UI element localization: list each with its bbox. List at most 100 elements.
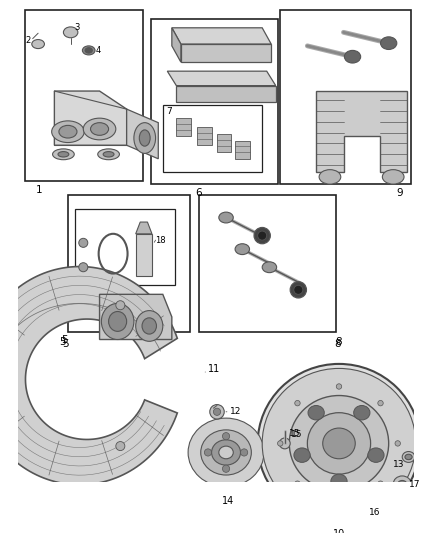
Ellipse shape	[64, 27, 78, 38]
Text: 8: 8	[334, 338, 341, 349]
Text: 4: 4	[96, 46, 101, 55]
Ellipse shape	[53, 149, 74, 160]
Text: 8: 8	[335, 337, 342, 347]
Text: 18: 18	[155, 236, 166, 245]
Polygon shape	[0, 266, 177, 484]
Ellipse shape	[307, 413, 371, 474]
Polygon shape	[172, 28, 181, 62]
Text: 1: 1	[36, 185, 43, 195]
Ellipse shape	[85, 47, 92, 53]
Polygon shape	[217, 134, 231, 152]
Text: 5: 5	[62, 338, 69, 349]
Ellipse shape	[262, 368, 416, 519]
Circle shape	[210, 405, 224, 419]
Circle shape	[79, 263, 88, 272]
Text: 14: 14	[222, 496, 234, 506]
Ellipse shape	[139, 130, 150, 146]
Bar	[151, 19, 278, 184]
Ellipse shape	[398, 480, 407, 488]
Ellipse shape	[262, 262, 277, 273]
Polygon shape	[172, 28, 271, 44]
Text: 12: 12	[230, 407, 241, 416]
Polygon shape	[136, 234, 152, 276]
Ellipse shape	[354, 406, 370, 420]
Ellipse shape	[52, 121, 84, 142]
Polygon shape	[136, 222, 152, 234]
Circle shape	[258, 231, 267, 240]
Text: 2: 2	[26, 36, 31, 45]
Ellipse shape	[59, 125, 77, 138]
Circle shape	[116, 441, 125, 450]
Circle shape	[336, 384, 342, 389]
Circle shape	[395, 441, 400, 446]
Ellipse shape	[381, 37, 397, 50]
Ellipse shape	[91, 123, 109, 135]
Ellipse shape	[402, 451, 415, 463]
Ellipse shape	[98, 149, 120, 160]
Bar	[163, 104, 262, 172]
Circle shape	[205, 449, 212, 456]
Ellipse shape	[83, 118, 116, 140]
Ellipse shape	[109, 311, 127, 332]
Ellipse shape	[308, 406, 324, 420]
Circle shape	[240, 449, 248, 456]
Ellipse shape	[212, 440, 240, 465]
Circle shape	[223, 433, 230, 440]
Text: 5: 5	[61, 335, 68, 345]
Text: 13: 13	[393, 459, 405, 469]
Text: 9: 9	[396, 188, 403, 198]
Circle shape	[290, 281, 307, 298]
Ellipse shape	[142, 318, 156, 334]
Ellipse shape	[219, 212, 233, 223]
Ellipse shape	[201, 430, 251, 475]
Ellipse shape	[235, 244, 250, 255]
Ellipse shape	[344, 51, 360, 63]
Ellipse shape	[289, 395, 389, 491]
Ellipse shape	[405, 454, 412, 459]
Bar	[25, 10, 143, 181]
Circle shape	[116, 301, 125, 310]
Ellipse shape	[331, 474, 347, 489]
Polygon shape	[54, 91, 127, 146]
Circle shape	[378, 481, 383, 487]
Circle shape	[278, 441, 283, 446]
Circle shape	[378, 400, 383, 406]
Text: 15: 15	[289, 429, 301, 438]
Circle shape	[79, 238, 88, 247]
Polygon shape	[167, 71, 276, 86]
Ellipse shape	[219, 446, 233, 459]
Ellipse shape	[368, 448, 384, 462]
Polygon shape	[235, 141, 250, 159]
Circle shape	[254, 228, 270, 244]
Polygon shape	[181, 44, 271, 62]
Bar	[199, 195, 336, 332]
Text: 3: 3	[74, 23, 80, 33]
Circle shape	[336, 498, 342, 503]
Bar	[75, 208, 175, 285]
Ellipse shape	[393, 476, 411, 492]
Bar	[280, 10, 411, 184]
Circle shape	[371, 491, 380, 500]
Polygon shape	[177, 118, 191, 136]
Text: 7: 7	[166, 107, 172, 116]
Ellipse shape	[294, 448, 310, 462]
Circle shape	[294, 285, 303, 294]
Text: 16: 16	[369, 508, 381, 518]
Ellipse shape	[136, 311, 163, 341]
Text: 5: 5	[60, 337, 66, 347]
Polygon shape	[367, 487, 383, 505]
Ellipse shape	[134, 123, 155, 154]
Polygon shape	[99, 294, 172, 340]
Text: 6: 6	[196, 188, 202, 198]
Text: 15: 15	[291, 430, 303, 439]
Bar	[68, 195, 190, 332]
Polygon shape	[316, 91, 407, 172]
Text: 17: 17	[409, 480, 420, 489]
Circle shape	[295, 400, 300, 406]
Text: 10: 10	[333, 529, 345, 533]
Ellipse shape	[188, 418, 264, 487]
Ellipse shape	[319, 169, 341, 184]
Polygon shape	[197, 127, 212, 146]
Ellipse shape	[258, 364, 420, 523]
Ellipse shape	[323, 428, 355, 459]
